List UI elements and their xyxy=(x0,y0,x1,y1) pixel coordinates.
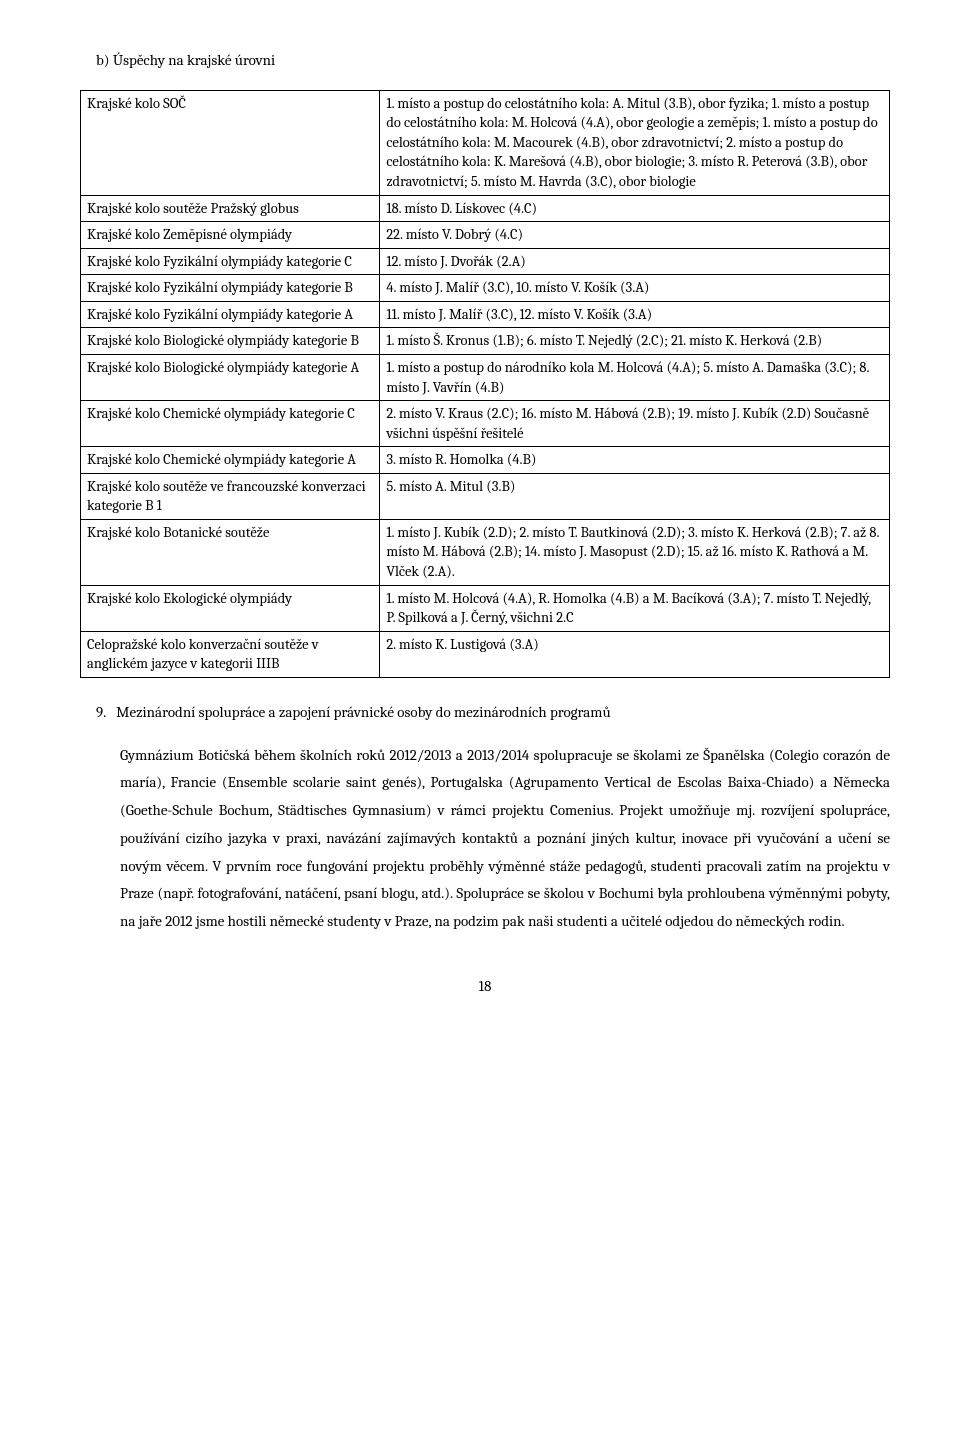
table-cell-right: 1. místo Š. Kronus (1.B); 6. místo T. Ne… xyxy=(380,328,890,355)
table-cell-left: Krajské kolo Biologické olympiády katego… xyxy=(81,354,380,400)
table-row: Krajské kolo SOČ1. místo a postup do cel… xyxy=(81,90,890,195)
table-row: Celopražské kolo konverzační soutěže v a… xyxy=(81,631,890,677)
table-row: Krajské kolo Zeměpisné olympiády22. míst… xyxy=(81,222,890,249)
table-cell-right: 2. místo K. Lustigová (3.A) xyxy=(380,631,890,677)
page-number: 18 xyxy=(80,976,890,998)
table-row: Krajské kolo Botanické soutěže1. místo J… xyxy=(81,519,890,585)
table-cell-left: Krajské kolo Botanické soutěže xyxy=(81,519,380,585)
table-cell-right: 12. místo J. Dvořák (2.A) xyxy=(380,248,890,275)
table-cell-right: 1. místo J. Kubík (2.D); 2. místo T. Bau… xyxy=(380,519,890,585)
table-cell-left: Krajské kolo Fyzikální olympiády kategor… xyxy=(81,248,380,275)
section-heading-b: b) Úspěchy na krajské úrovni xyxy=(80,50,890,72)
table-cell-right: 11. místo J. Malíř (3.C), 12. místo V. K… xyxy=(380,301,890,328)
table-row: Krajské kolo Ekologické olympiády 1. mís… xyxy=(81,585,890,631)
results-table: Krajské kolo SOČ1. místo a postup do cel… xyxy=(80,90,890,678)
table-cell-left: Krajské kolo Zeměpisné olympiády xyxy=(81,222,380,249)
table-cell-right: 1. místo a postup do celostátního kola: … xyxy=(380,90,890,195)
table-cell-left: Krajské kolo Chemické olympiády kategori… xyxy=(81,401,380,447)
table-row: Krajské kolo Fyzikální olympiády kategor… xyxy=(81,301,890,328)
table-cell-right: 3. místo R. Homolka (4.B) xyxy=(380,447,890,474)
table-cell-left: Krajské kolo soutěže ve francouzské konv… xyxy=(81,473,380,519)
table-row: Krajské kolo soutěže Pražský globus18. m… xyxy=(81,195,890,222)
table-row: Krajské kolo Fyzikální olympiády kategor… xyxy=(81,275,890,302)
table-cell-right: 2. místo V. Kraus (2.C); 16. místo M. Há… xyxy=(380,401,890,447)
table-cell-left: Krajské kolo Chemické olympiády kategori… xyxy=(81,447,380,474)
table-cell-left: Celopražské kolo konverzační soutěže v a… xyxy=(81,631,380,677)
table-cell-right: 1. místo M. Holcová (4.A), R. Homolka (4… xyxy=(380,585,890,631)
list-text: Mezinárodní spolupráce a zapojení právni… xyxy=(116,703,611,721)
numbered-list: 9. Mezinárodní spolupráce a zapojení prá… xyxy=(80,702,890,724)
table-cell-left: Krajské kolo Ekologické olympiády xyxy=(81,585,380,631)
table-row: Krajské kolo Fyzikální olympiády kategor… xyxy=(81,248,890,275)
numbered-item-9: 9. Mezinárodní spolupráce a zapojení prá… xyxy=(96,702,890,724)
table-cell-left: Krajské kolo SOČ xyxy=(81,90,380,195)
table-row: Krajské kolo Chemické olympiády kategori… xyxy=(81,447,890,474)
table-row: Krajské kolo Chemické olympiády kategori… xyxy=(81,401,890,447)
table-row: Krajské kolo Biologické olympiády katego… xyxy=(81,328,890,355)
list-marker: 9. xyxy=(96,703,106,721)
table-cell-right: 4. místo J. Malíř (3.C), 10. místo V. Ko… xyxy=(380,275,890,302)
table-cell-right: 18. místo D. Lískovec (4.C) xyxy=(380,195,890,222)
table-cell-left: Krajské kolo Biologické olympiády katego… xyxy=(81,328,380,355)
table-row: Krajské kolo Biologické olympiády katego… xyxy=(81,354,890,400)
table-cell-right: 22. místo V. Dobrý (4.C) xyxy=(380,222,890,249)
body-paragraph: Gymnázium Botičská během školních roků 2… xyxy=(80,742,890,936)
table-cell-left: Krajské kolo Fyzikální olympiády kategor… xyxy=(81,301,380,328)
table-cell-right: 5. místo A. Mitul (3.B) xyxy=(380,473,890,519)
table-cell-left: Krajské kolo Fyzikální olympiády kategor… xyxy=(81,275,380,302)
table-row: Krajské kolo soutěže ve francouzské konv… xyxy=(81,473,890,519)
table-cell-right: 1. místo a postup do národníko kola M. H… xyxy=(380,354,890,400)
table-cell-left: Krajské kolo soutěže Pražský globus xyxy=(81,195,380,222)
